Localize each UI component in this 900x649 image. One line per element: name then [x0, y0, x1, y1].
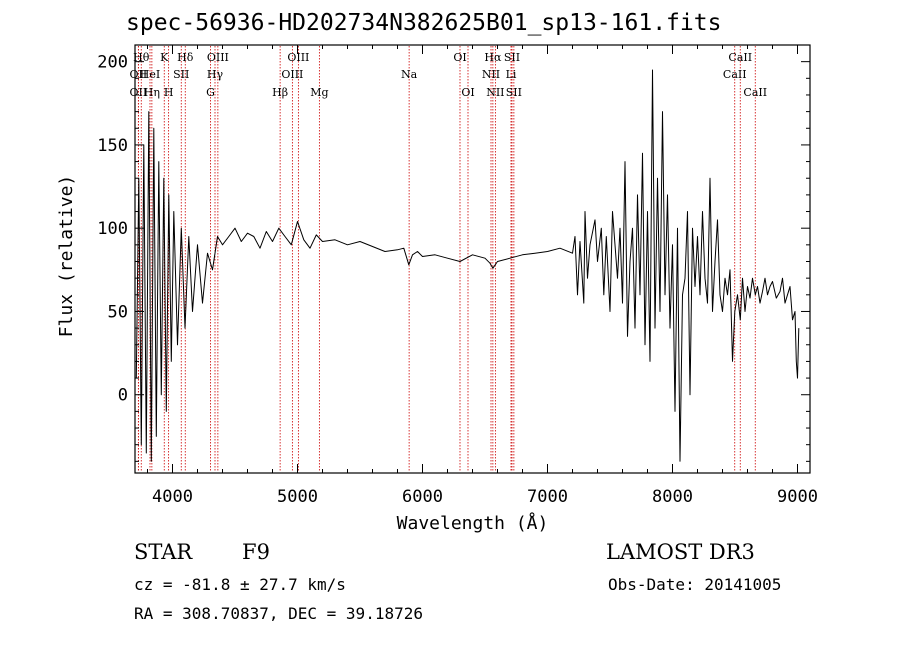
- line-label: NII: [486, 86, 504, 99]
- line-label: Hη: [144, 86, 160, 99]
- x-axis-label: Wavelength (Å): [397, 512, 549, 534]
- line-label: OIII: [287, 51, 309, 64]
- object-class: STAR: [134, 540, 193, 564]
- line-label: OIII: [207, 51, 229, 64]
- line-label: OIII: [281, 68, 303, 81]
- plot-area: [135, 69, 800, 462]
- line-label: Li: [506, 68, 517, 81]
- line-label: HeI: [140, 68, 160, 81]
- line-label: Mg: [310, 86, 328, 99]
- axes: 4000 5000 6000 7000 8000 9000 0 50 100 150 200 Wave…: [56, 44, 818, 534]
- line-label: SII: [173, 68, 189, 81]
- line-label: K: [160, 51, 169, 64]
- spectrum-line: [135, 69, 800, 462]
- redshift-readout: cz = -81.8 ± 27.7 km/s: [134, 575, 346, 594]
- line-label: NII: [482, 68, 500, 81]
- line-label: G: [206, 86, 215, 99]
- line-label: H: [164, 86, 174, 99]
- line-label: OII: [130, 68, 148, 81]
- y-axis-label: Flux (relative): [56, 175, 77, 338]
- x-tick-label: 9000: [777, 487, 818, 507]
- x-tick-label: 8000: [652, 487, 693, 507]
- line-label: Hδ: [177, 51, 194, 64]
- line-label: CaII: [728, 51, 752, 64]
- x-tick-label: 7000: [527, 487, 568, 507]
- coordinates-readout: RA = 308.70837, DEC = 39.18726: [134, 604, 423, 623]
- line-label: CaII: [743, 86, 767, 99]
- line-label: Hα: [484, 51, 502, 64]
- object-subclass: F9: [242, 540, 270, 564]
- line-label: CaII: [723, 68, 747, 81]
- x-tick-label: 6000: [402, 487, 443, 507]
- line-markers: [137, 46, 756, 472]
- line-label: SII: [504, 51, 520, 64]
- line-label: SII: [506, 86, 522, 99]
- line-label: OI: [453, 51, 466, 64]
- line-label: Hβ: [272, 86, 288, 99]
- y-tick-label: 200: [97, 53, 128, 73]
- line-labels: OII OII Hθ HeI Hη K H SII Hδ G Hγ OIII Hβ OIII OIII Mg N…: [130, 51, 768, 99]
- y-tick-label: 150: [97, 136, 128, 156]
- line-label: Hθ: [133, 51, 150, 64]
- line-label: Hγ: [207, 68, 224, 81]
- y-tick-label: 0: [118, 386, 128, 406]
- obs-date: Obs-Date: 20141005: [608, 575, 782, 594]
- x-tick-label: 4000: [152, 487, 193, 507]
- survey-name: LAMOST DR3: [606, 540, 755, 564]
- line-label: OII: [130, 86, 148, 99]
- line-label: OI: [461, 86, 474, 99]
- x-tick-label: 5000: [277, 487, 318, 507]
- y-tick-label: 50: [108, 302, 128, 322]
- line-label: Na: [401, 68, 418, 81]
- y-tick-label: 100: [97, 219, 128, 239]
- chart-title: spec-56936-HD202734N382625B01_sp13-161.f…: [126, 10, 722, 36]
